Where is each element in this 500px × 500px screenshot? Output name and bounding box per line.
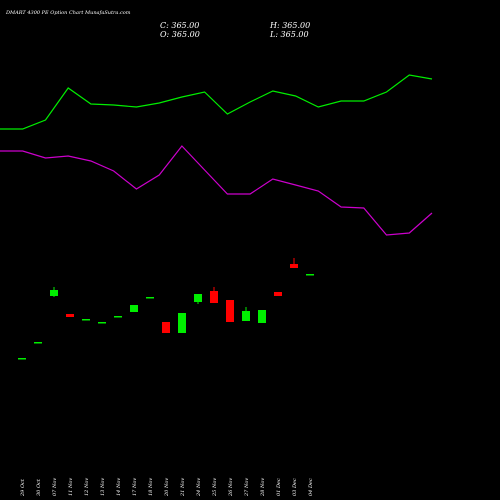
candle-body xyxy=(162,322,170,333)
x-tick-label: 07 Nov xyxy=(52,478,58,496)
candle-body xyxy=(178,313,186,333)
ohlc-open: O: 365.00 xyxy=(160,30,200,39)
x-tick-label: 11 Nov xyxy=(68,478,74,496)
x-tick-label: 28 Nov xyxy=(260,478,266,497)
candle-body xyxy=(242,311,250,321)
ohlc-low: L: 365.00 xyxy=(269,30,309,39)
x-tick-label: 27 Nov xyxy=(244,478,250,497)
candle-body xyxy=(130,305,138,312)
candle-body xyxy=(18,358,26,360)
x-tick-label: 03 Dec xyxy=(292,478,298,496)
candle-body xyxy=(290,264,298,268)
candle-body xyxy=(50,290,58,296)
candle-body xyxy=(34,342,42,344)
candle-body xyxy=(226,300,234,322)
indicator-line xyxy=(0,145,433,236)
chart-title: DMART 4300 PE Option Chart MunafaSutra.c… xyxy=(5,10,131,16)
x-tick-label: 17 Nov xyxy=(132,478,138,496)
x-tick-label: 20 Nov xyxy=(164,478,170,497)
candle-body xyxy=(82,319,90,321)
x-tick-label: 26 Nov xyxy=(228,478,234,497)
candle-body xyxy=(146,297,154,299)
candle-body xyxy=(258,310,266,323)
candle-body xyxy=(306,274,314,276)
x-tick-label: 29 Oct xyxy=(20,478,26,497)
x-tick-label: 30 Oct xyxy=(36,478,42,496)
x-tick-label: 04 Dec xyxy=(308,478,314,496)
x-tick-label: 14 Nov xyxy=(116,478,122,496)
x-tick-label: 01 Dec xyxy=(276,478,282,496)
candle-body xyxy=(210,291,218,303)
ohlc-close: C: 365.00 xyxy=(160,21,199,30)
candle-body xyxy=(114,316,122,318)
ohlc-high: H: 365.00 xyxy=(269,21,310,30)
x-tick-label: 21 Nov xyxy=(180,478,186,497)
candle-body xyxy=(66,314,74,317)
x-tick-label: 12 Nov xyxy=(84,478,90,496)
candle-body xyxy=(274,292,282,296)
x-tick-label: 13 Nov xyxy=(100,478,106,496)
x-tick-label: 24 Nov xyxy=(196,478,202,497)
indicator-line xyxy=(0,74,433,130)
x-tick-label: 25 Nov xyxy=(212,478,218,497)
candle-body xyxy=(98,322,106,324)
candle-body xyxy=(194,294,202,302)
x-tick-label: 18 Nov xyxy=(148,478,154,496)
